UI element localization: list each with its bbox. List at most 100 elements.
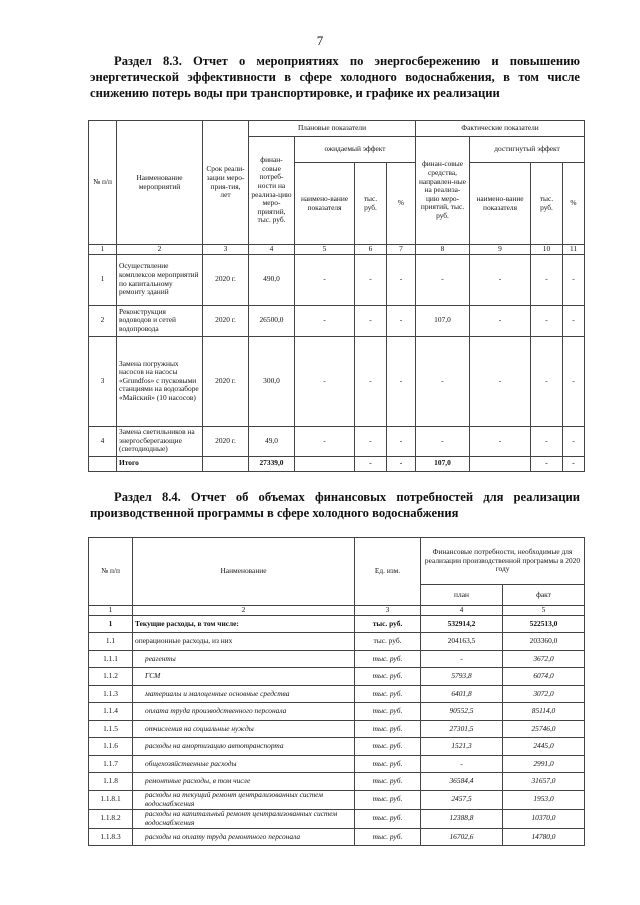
- row-fact: 3072,0: [501, 684, 586, 704]
- column-number: 5: [294, 244, 355, 255]
- row-name: общехозяйственные расходы: [132, 754, 355, 774]
- column-number: 11: [561, 244, 586, 255]
- table-cell: 1: [88, 253, 117, 306]
- row-name: ГСМ: [132, 667, 355, 686]
- total-cell: 107,0: [415, 455, 470, 472]
- total-cell: [88, 455, 117, 472]
- row-name: расходы на оплату труда ремонтного персо…: [132, 827, 355, 847]
- table-cell: -: [294, 335, 355, 427]
- row-fact: 31657,0: [501, 772, 586, 791]
- row-plan: 5793,8: [420, 667, 503, 686]
- row-unit: тыс. руб.: [354, 649, 421, 669]
- header-term: Срок реали-зации меро-прия-тия, лет: [202, 120, 249, 245]
- row-fact: 2991,0: [501, 754, 586, 774]
- total-cell: -: [561, 455, 586, 472]
- table-cell: -: [561, 304, 586, 337]
- row-number: 1.1.7: [88, 754, 133, 774]
- page-number: 7: [316, 33, 324, 48]
- header-name: Наименование: [132, 537, 355, 606]
- row-name: Текущие расходы, в том числе:: [132, 614, 355, 634]
- column-number: 10: [530, 244, 563, 255]
- table-cell: -: [469, 335, 531, 427]
- header-no: № п/п: [88, 120, 117, 245]
- table-cell: 2020 г.: [202, 253, 249, 306]
- row-number: 1.1.3: [88, 684, 133, 704]
- table-cell: Замена погружных насосов на насосы «Grun…: [116, 335, 203, 427]
- table-row: 1.1.1 реагенты тыс. руб. -3672,0: [88, 649, 586, 669]
- column-number: 6: [354, 244, 387, 255]
- header-ind-name: наимено-вание показателя: [294, 162, 355, 245]
- table-cell: 490,0: [248, 253, 295, 306]
- row-unit: тыс. руб.: [354, 737, 421, 756]
- row-plan: 16702,6: [420, 827, 503, 847]
- row-unit: тыс. руб.: [354, 808, 421, 829]
- row-number: 1.1.8.2: [88, 808, 133, 829]
- row-unit: тыс. руб.: [354, 754, 421, 774]
- table-row: 1.1.8 ремонтные расходы, в том числе тыс. …: [88, 772, 586, 791]
- row-number: 1.1.5: [88, 719, 133, 739]
- column-number: 4: [420, 605, 503, 616]
- total-cell: [202, 455, 249, 472]
- table-row: 1.1.2 ГСМ тыс. руб. 5793,8 6074,0: [88, 667, 586, 686]
- row-number: 1.1.4: [88, 702, 133, 721]
- header-thous: тыс. руб.: [530, 162, 563, 245]
- row-number: 1.1.8.3: [88, 827, 133, 847]
- table-cell: -: [294, 304, 355, 337]
- table-row: 1.1.6 расходы на амортизацию автотранспор…: [88, 737, 586, 756]
- row-number: 1.1.8: [88, 772, 133, 791]
- header-plan-fin: финан-совые потреб-ности на реализа-цию …: [248, 136, 295, 245]
- column-numbers-row: 1 2 3 4 5 6 7 8 9 10 11: [88, 244, 586, 255]
- column-number: 5: [501, 605, 586, 616]
- column-number: 1: [88, 605, 133, 616]
- row-number: 1.1.6: [88, 737, 133, 756]
- column-number: 1: [88, 244, 117, 255]
- table-cell: -: [354, 253, 387, 306]
- row-unit: тыс. руб.: [354, 719, 421, 739]
- table-cell: 2020 г.: [202, 425, 249, 457]
- row-fact: 3672,0: [501, 649, 586, 669]
- header-ind-name: наимено-вание показателя: [469, 162, 531, 245]
- header-fact-fin: финан-совые средства, направлен-ные на р…: [415, 136, 470, 245]
- table-row: 2 Реконструкция водоводов и сетей водопро…: [88, 304, 586, 337]
- measures-table: № п/п Наименование мероприятий Срок реал…: [88, 120, 586, 472]
- header-thous: тыс. руб.: [354, 162, 387, 245]
- table-row: 1.1.8.2 расходы на капитальный ремонт цен…: [88, 808, 586, 829]
- table-cell: -: [386, 335, 416, 427]
- row-unit: тыс. руб.: [354, 772, 421, 791]
- row-name: расходы на текущий ремонт централизованн…: [132, 789, 355, 810]
- column-number: 2: [132, 605, 355, 616]
- row-plan: -: [420, 754, 503, 774]
- header-plan-group: Плановые показатели: [248, 120, 416, 137]
- row-name: расходы на амортизацию автотранспорта: [132, 737, 355, 756]
- table-cell: -: [561, 335, 586, 427]
- row-fact: 14780,0: [501, 827, 586, 847]
- row-plan: 204163,5: [420, 632, 503, 651]
- financial-needs-table: № п/п Наименование Ед. изм. Финансовые п…: [88, 537, 586, 847]
- row-unit: тыс. руб.: [354, 632, 421, 651]
- row-unit: тыс. руб.: [354, 789, 421, 810]
- total-cell: [294, 455, 355, 472]
- table-cell: Осуществление комплексов мероприятий по …: [116, 253, 203, 306]
- header-pct: %: [561, 162, 586, 245]
- table-cell: -: [561, 253, 586, 306]
- table-cell: Замена светильников на энергосберегающие…: [116, 425, 203, 457]
- column-number: 3: [202, 244, 249, 255]
- row-plan: 2457,5: [420, 789, 503, 810]
- table-cell: -: [294, 253, 355, 306]
- table-row: 1.1.4 оплата труда производственного перс…: [88, 702, 586, 721]
- header-unit: Ед. изм.: [354, 537, 421, 606]
- table-cell: 4: [88, 425, 117, 457]
- row-name: материалы и малоценные основные средства: [132, 684, 355, 704]
- row-plan: 36584,4: [420, 772, 503, 791]
- total-cell: Итого: [116, 455, 203, 472]
- table-cell: -: [530, 253, 563, 306]
- header-fin: Финансовые потребности, необходимые для …: [419, 537, 586, 585]
- header-achieved: достигнутый эффект: [468, 136, 586, 163]
- row-unit: тыс. руб.: [354, 684, 421, 704]
- table-row: 3 Замена погружных насосов на насосы «Gru…: [88, 335, 586, 427]
- table-row: 1.1.8.3 расходы на оплату труда ремонтног…: [88, 827, 586, 847]
- table-cell: 2020 г.: [202, 335, 249, 427]
- row-fact: 10370,0: [501, 808, 586, 829]
- table-cell: -: [561, 425, 586, 457]
- table-cell: -: [354, 335, 387, 427]
